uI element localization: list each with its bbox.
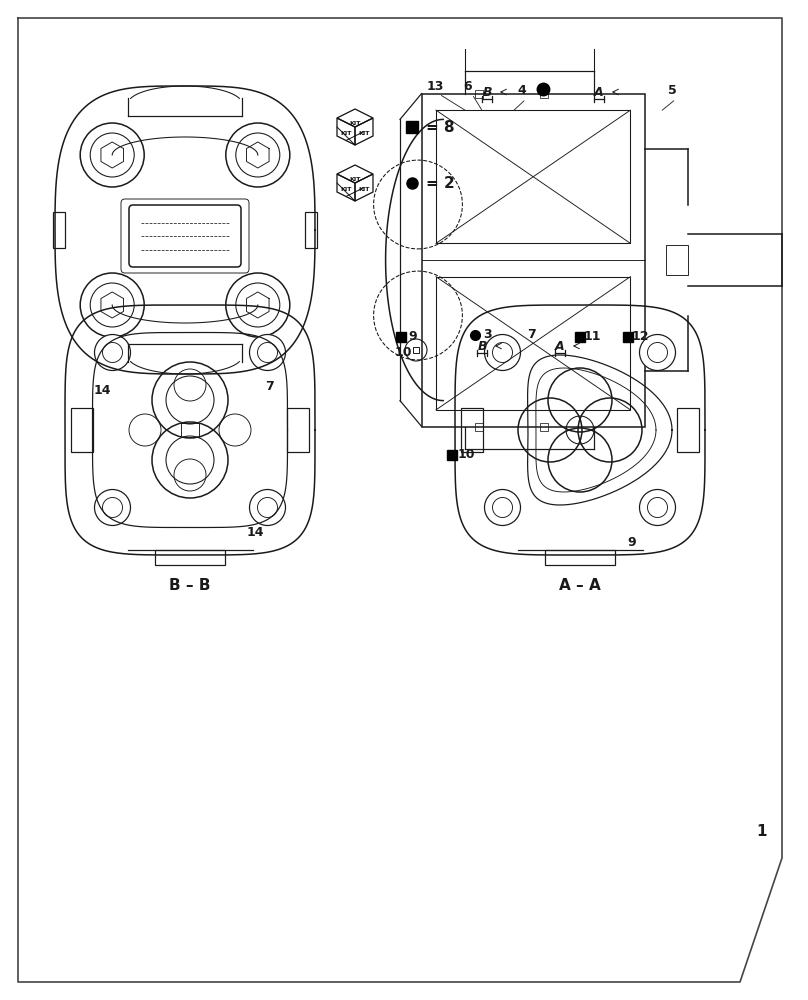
Bar [461, 408, 483, 452]
Text: KIT: KIT [358, 187, 370, 192]
Text: KIT: KIT [340, 131, 351, 136]
Bar [540, 90, 548, 98]
Text: A – A: A – A [559, 578, 601, 592]
Text: 1: 1 [757, 824, 768, 840]
Bar [677, 408, 699, 452]
Text: B: B [478, 340, 486, 353]
Text: 5: 5 [667, 85, 676, 98]
Bar [475, 422, 483, 430]
Text: KIT: KIT [358, 131, 370, 136]
Bar [53, 212, 65, 248]
Circle shape [95, 334, 131, 370]
Circle shape [250, 489, 285, 526]
Text: A: A [594, 86, 604, 99]
Text: 10: 10 [394, 347, 412, 360]
Bar [475, 90, 483, 98]
Text: B – B: B – B [169, 578, 211, 592]
Text: KIT: KIT [340, 187, 351, 192]
Bar [71, 408, 93, 452]
Bar [436, 277, 630, 410]
Bar [155, 550, 225, 565]
Text: = 2: = 2 [426, 176, 455, 190]
Text: 4: 4 [518, 85, 526, 98]
Circle shape [485, 334, 520, 370]
Text: 11: 11 [583, 330, 601, 344]
Bar [287, 408, 309, 452]
Text: 13: 13 [427, 80, 444, 93]
Bar [422, 94, 645, 426]
Text: A: A [555, 340, 565, 353]
Circle shape [250, 334, 285, 370]
Circle shape [485, 489, 520, 526]
Bar [413, 347, 419, 353]
Text: 7: 7 [527, 328, 536, 342]
Text: KIT: KIT [349, 177, 360, 182]
Bar [667, 245, 688, 275]
Text: 9: 9 [409, 330, 417, 344]
Text: 14: 14 [246, 526, 263, 538]
Text: = 8: = 8 [426, 119, 455, 134]
Bar [540, 422, 548, 430]
Text: KIT: KIT [349, 121, 360, 126]
Text: B: B [482, 86, 492, 99]
Text: 9: 9 [628, 536, 637, 548]
Bar [545, 550, 615, 565]
Text: 12: 12 [631, 330, 649, 344]
Text: 10: 10 [457, 448, 475, 462]
Text: 6: 6 [464, 80, 473, 93]
Bar [181, 423, 199, 437]
Text: 14: 14 [93, 383, 111, 396]
Circle shape [639, 334, 675, 370]
Text: 3: 3 [482, 328, 491, 342]
Bar [305, 212, 317, 248]
Circle shape [639, 489, 675, 526]
Text: 7: 7 [266, 379, 275, 392]
Bar [436, 110, 630, 243]
Circle shape [95, 489, 131, 526]
